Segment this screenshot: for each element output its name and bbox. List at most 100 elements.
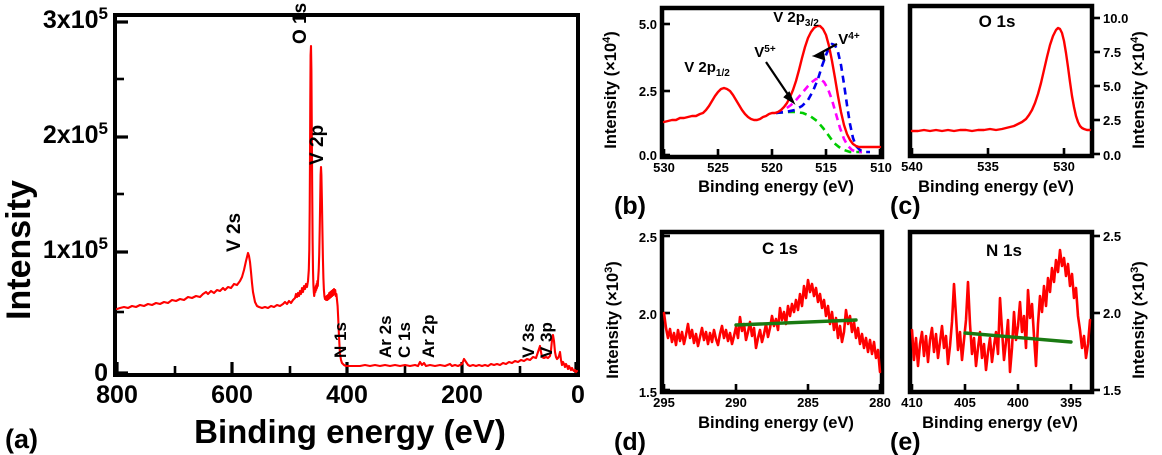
panel-d-xtick-285: 285 (797, 395, 819, 410)
panel-b-xtick-515: 515 (815, 160, 837, 175)
panel-e-ytick-15: 1.5 (1103, 383, 1121, 398)
panel-a-xtick-0: 0 (571, 381, 585, 409)
panel-b-ytick-0: 0.0 (639, 148, 657, 163)
panel-b-xtick-510: 510 (870, 160, 892, 175)
panel-a-peak-label-o1s: O 1s (290, 3, 311, 44)
panel-e-xtick-410: 410 (901, 395, 923, 410)
panel-c-label: (c) (890, 192, 921, 220)
panel-c-plot-frame (907, 3, 1095, 159)
panel-e-ylabel: Intensity (×103) (1129, 261, 1148, 379)
panel-c-ylabel: Intensity (×104) (1129, 31, 1148, 149)
panel-c-svg: O 1s 10.0 7.5 5.0 2.5 0.0 Intensity (×10… (890, 3, 1148, 220)
panel-e-ytick-25: 2.5 (1103, 229, 1121, 244)
panel-b-xtick-labels: 530 525 520 515 510 (653, 160, 892, 175)
panel-a-ytick-3: 3x105 (43, 4, 108, 34)
panel-b-v2p-spectrum: Intensity (×104) 5.0 2.5 0.0 530 (600, 0, 892, 220)
panel-a-peak-labels: V 2s O 1s V 2p N 1s Ar 2s C 1s Ar 2p V 3… (224, 3, 556, 358)
panel-d-ylabel: Intensity (×103) (603, 261, 622, 379)
panel-a-peak-label-c1s: C 1s (395, 322, 414, 358)
panel-a-ytick-labels: 3x105 2x105 1x105 0 (43, 4, 108, 387)
panel-c-xtick-labels: 540 535 530 (901, 159, 1075, 174)
panel-a-peak-label-v3s: V 3s (519, 323, 538, 358)
panel-a-plot-frame (113, 13, 580, 377)
panel-c-ytick-100: 10.0 (1103, 11, 1128, 26)
panel-c-ytick-25: 2.5 (1103, 113, 1121, 128)
panel-d-title: C 1s (762, 239, 798, 258)
panel-c-yticks (1092, 16, 1100, 156)
panel-a-peak-label-n1s: N 1s (331, 322, 350, 358)
panel-e-xtick-400: 400 (1007, 395, 1029, 410)
panel-e-ytick-labels: 2.5 2.0 1.5 (1103, 229, 1121, 398)
panel-e-spectrum-trace (910, 248, 1092, 374)
panel-d-spectrum-trace (662, 278, 882, 374)
panel-e-title: N 1s (986, 241, 1022, 260)
panel-d-svg: Intensity (×103) 2.5 2.0 1.5 295 290 (603, 229, 891, 455)
panel-b-xticks (662, 149, 882, 157)
panel-c-o1s-spectrum: O 1s 10.0 7.5 5.0 2.5 0.0 Intensity (×10… (890, 0, 1162, 220)
panel-c-xlabel: Binding energy (eV) (918, 178, 1074, 196)
panel-a-xtick-800: 800 (96, 381, 138, 409)
panel-d-xtick-290: 290 (725, 395, 747, 410)
panel-a-spectrum-trace (115, 44, 579, 374)
panel-b-xtick-530: 530 (653, 160, 675, 175)
panel-b-svg: Intensity (×104) 5.0 2.5 0.0 530 (601, 5, 892, 220)
panel-a-xticks (115, 362, 578, 375)
panel-d-label: (d) (614, 428, 646, 455)
panel-b-background-fit (775, 110, 862, 154)
panel-e-xticks (910, 384, 1073, 392)
panel-d-ytick-20: 2.0 (639, 307, 657, 322)
panel-a-peak-label-ar2p: Ar 2p (419, 315, 438, 358)
panel-e-xlabel: Binding energy (eV) (922, 414, 1078, 432)
panel-c-ytick-00: 0.0 (1103, 148, 1121, 163)
panel-c-ytick-labels: 10.0 7.5 5.0 2.5 0.0 (1103, 11, 1128, 163)
panel-a-ylabel: Intensity (0, 180, 38, 320)
panel-c-title: O 1s (979, 12, 1016, 31)
panel-a-xtick-200: 200 (441, 381, 483, 409)
panel-a-peak-label-v2s: V 2s (224, 213, 245, 252)
panel-c-xtick-535: 535 (977, 159, 999, 174)
panel-a-label: (a) (5, 424, 38, 454)
panel-b-xtick-520: 520 (761, 160, 783, 175)
panel-b-label: (b) (614, 192, 646, 220)
panel-e-label: (e) (890, 428, 921, 455)
panel-c-xticks (910, 148, 1066, 156)
panel-e-baseline-fit (963, 331, 1073, 344)
panel-a-ytick-1: 1x105 (43, 234, 108, 264)
panel-b-ytick-25: 2.5 (639, 84, 657, 99)
panel-a-xtick-400: 400 (326, 381, 368, 409)
panel-b-arrow-v5plus-icon (765, 61, 796, 105)
panel-e-ytick-20: 2.0 (1103, 306, 1121, 321)
panel-c-xtick-530: 530 (1053, 159, 1075, 174)
panel-e-yticks (1092, 234, 1100, 392)
panel-b-ylabel: Intensity (×104) (601, 31, 620, 149)
panel-c-ytick-50: 5.0 (1103, 79, 1121, 94)
panel-e-svg: N 1s 2.5 2.0 1.5 Intensity (×103) (890, 229, 1148, 455)
panel-a-peak-label-ar2s: Ar 2s (376, 315, 395, 358)
panel-d-c1s-spectrum: Intensity (×103) 2.5 2.0 1.5 295 290 (600, 220, 892, 455)
panel-a-survey-spectrum: Intensity 3x105 2x105 1x105 0 (0, 3, 585, 454)
panel-a-xtick-labels: 800 600 400 200 0 (96, 381, 585, 409)
panel-d-ytick-15: 1.5 (639, 385, 657, 400)
panel-b-annot-v2p32: V 2p3/2 (773, 9, 819, 29)
panel-e-xtick-405: 405 (954, 395, 976, 410)
panel-e-n1s-spectrum: N 1s 2.5 2.0 1.5 Intensity (×103) (890, 220, 1162, 455)
panel-c-xtick-540: 540 (901, 159, 923, 174)
panel-e-xtick-labels: 410 405 400 395 (901, 395, 1082, 410)
panel-a-ytick-2: 2x105 (43, 119, 108, 149)
panel-a-xtick-600: 600 (211, 381, 253, 409)
panel-a-peak-label-v2p: V 2p (307, 125, 328, 165)
panel-d-xticks (662, 384, 882, 392)
panel-b-annot-v4plus: V4+ (838, 31, 860, 48)
panel-a-xlabel: Binding energy (eV) (194, 413, 506, 450)
panel-b-annot-v2p12: V 2p1/2 (684, 59, 730, 79)
panel-d-ytick-25: 2.5 (639, 230, 657, 245)
panel-b-annot-v5plus: V5+ (754, 44, 776, 61)
panel-b-fit-v4plus (775, 42, 870, 154)
panel-b-xtick-525: 525 (707, 160, 729, 175)
panel-b-fit-v5plus (775, 77, 862, 154)
panel-a-peak-label-v3p: V 3p (537, 322, 556, 358)
panel-e-xtick-395: 395 (1060, 395, 1082, 410)
panel-b-spectrum-trace (662, 24, 882, 149)
panel-c-spectrum-trace (910, 26, 1092, 133)
